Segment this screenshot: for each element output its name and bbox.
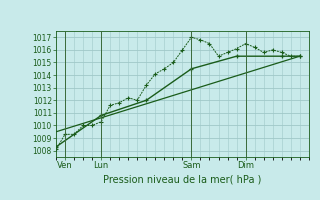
X-axis label: Pression niveau de la mer( hPa ): Pression niveau de la mer( hPa ) [103, 174, 261, 184]
